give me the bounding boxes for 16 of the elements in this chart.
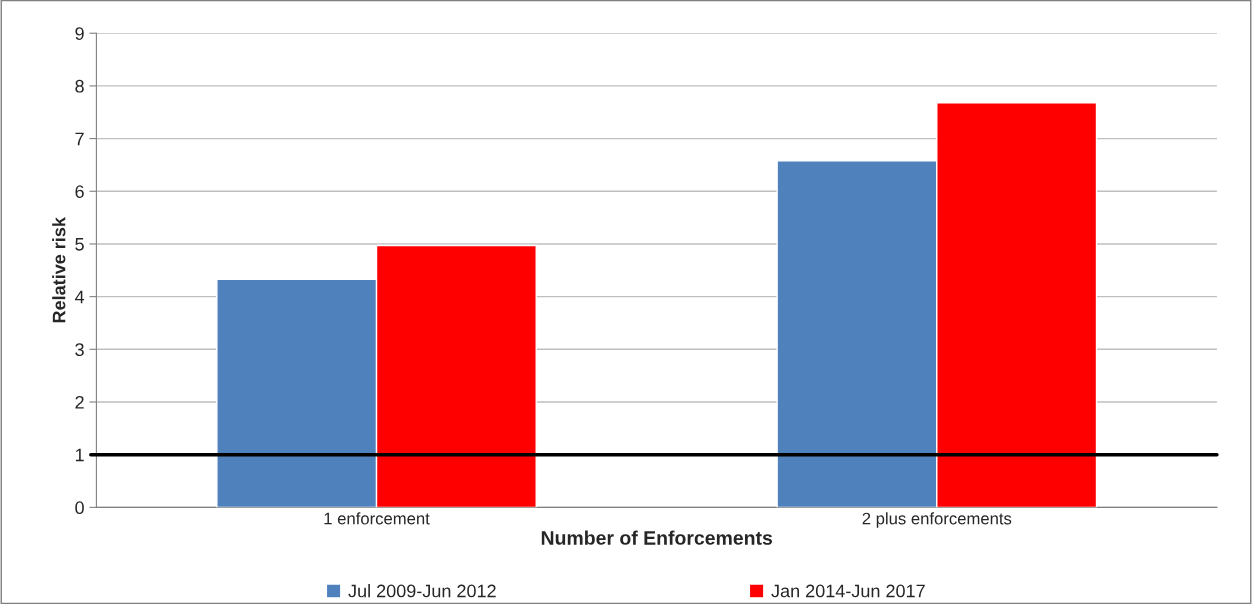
y-tick-label: 9 [75, 27, 84, 40]
legend-label: Jul 2009-Jun 2012 [348, 584, 496, 598]
y-tick-label: 4 [74, 290, 85, 304]
y-tick-label: 6 [75, 185, 84, 198]
y-tick-label: 1 [75, 448, 84, 462]
y-tick-label: 7 [75, 132, 84, 146]
y-tick-label: 5 [75, 238, 84, 251]
y-tick-label: 8 [75, 79, 84, 93]
legend-label: Jan 2014-Jun 2017 [771, 584, 925, 598]
x-tick-label: 1 enforcement [324, 512, 430, 525]
x-axis-title: Number of Enforcements [541, 530, 773, 545]
y-tick-label: 2 [75, 395, 84, 409]
y-tick-label: 3 [75, 343, 84, 357]
x-tick-label: 2 plus enforcements [862, 512, 1012, 528]
y-tick-label: 0 [75, 501, 84, 515]
y-axis-title: Relative risk [52, 217, 66, 323]
